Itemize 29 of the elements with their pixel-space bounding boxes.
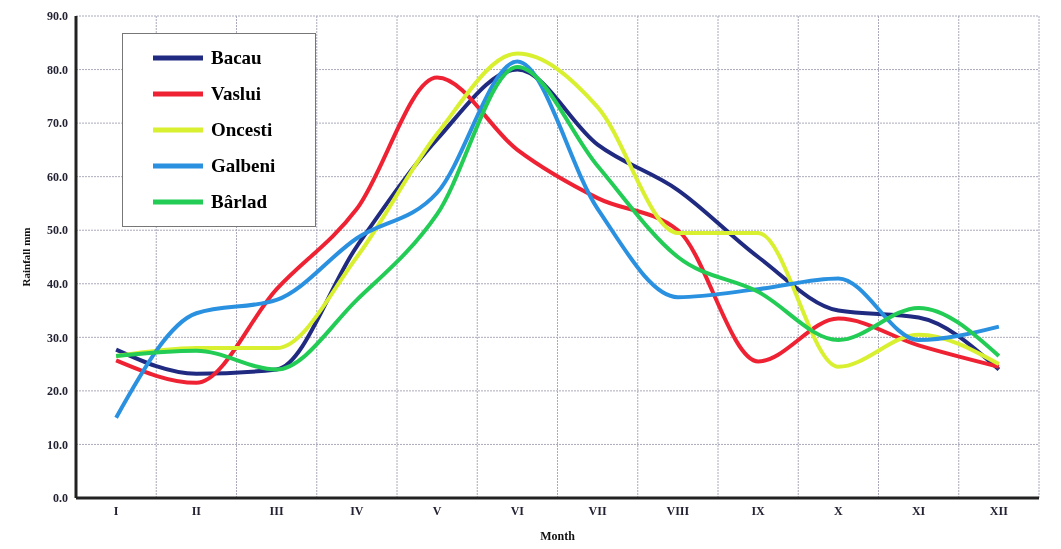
legend-label: Oncesti — [211, 119, 273, 141]
x-tick-label: VII — [588, 503, 607, 518]
x-tick-label: X — [834, 503, 844, 518]
x-tick-label: VI — [510, 503, 525, 518]
x-axis-title: Month — [540, 529, 576, 543]
x-tick-label: XII — [989, 503, 1009, 518]
y-tick-label: 50.0 — [47, 223, 68, 238]
legend-label: Bacau — [211, 47, 262, 69]
y-tick-label: 30.0 — [47, 330, 68, 345]
y-tick-label: 80.0 — [47, 62, 68, 77]
y-tick-label: 0.0 — [53, 491, 68, 506]
y-tick-label: 90.0 — [47, 9, 68, 24]
x-tick-label: IX — [751, 503, 766, 518]
x-tick-label: V — [432, 503, 442, 518]
y-tick-label: 70.0 — [47, 116, 68, 131]
legend-label: Galbeni — [211, 155, 276, 177]
x-tick-label: II — [191, 503, 202, 518]
y-tick-label: 40.0 — [47, 277, 68, 292]
x-tick-label: IV — [350, 503, 364, 518]
x-tick-label: VIII — [666, 503, 690, 518]
legend-label: Vaslui — [211, 83, 261, 105]
x-tick-label: I — [113, 503, 119, 518]
x-tick-label: III — [269, 503, 284, 518]
y-tick-label: 60.0 — [47, 169, 68, 184]
legend-label: Bârlad — [211, 191, 267, 213]
y-axis-title: Rainfall mm — [19, 227, 32, 287]
y-tick-label: 20.0 — [47, 384, 68, 399]
x-tick-label: XI — [911, 503, 926, 518]
y-tick-label: 10.0 — [47, 437, 68, 452]
